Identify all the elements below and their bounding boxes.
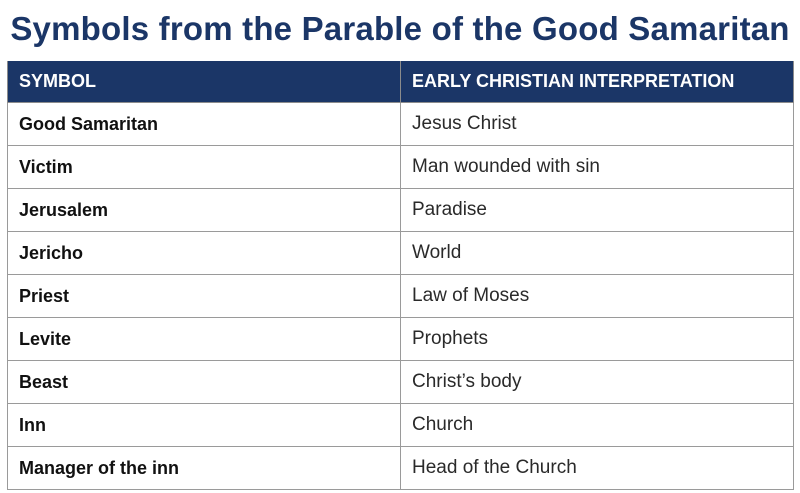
page-title: Symbols from the Parable of the Good Sam… xyxy=(10,10,790,47)
table-row: Jericho World xyxy=(7,231,794,275)
symbol-cell: Jericho xyxy=(7,231,401,275)
symbol-cell: Levite xyxy=(7,317,401,361)
symbol-cell: Priest xyxy=(7,274,401,318)
table-row: Beast Christ’s body xyxy=(7,360,794,404)
interpretation-cell: Church xyxy=(400,403,794,447)
interpretation-cell: Christ’s body xyxy=(400,360,794,404)
interpretation-cell: Law of Moses xyxy=(400,274,794,318)
column-header-symbol: SYMBOL xyxy=(7,61,401,103)
table-row: Jerusalem Paradise xyxy=(7,188,794,232)
symbol-cell: Beast xyxy=(7,360,401,404)
table-row: Manager of the inn Head of the Church xyxy=(7,446,794,490)
table-header: SYMBOL EARLY CHRISTIAN INTERPRETATION xyxy=(7,61,794,103)
table-row: Levite Prophets xyxy=(7,317,794,361)
interpretation-cell: Jesus Christ xyxy=(400,102,794,146)
symbol-cell: Inn xyxy=(7,403,401,447)
header-row: SYMBOL EARLY CHRISTIAN INTERPRETATION xyxy=(7,61,794,103)
interpretation-cell: Man wounded with sin xyxy=(400,145,794,189)
symbol-cell: Victim xyxy=(7,145,401,189)
table-row: Victim Man wounded with sin xyxy=(7,145,794,189)
symbol-cell: Manager of the inn xyxy=(7,446,401,490)
table-row: Inn Church xyxy=(7,403,794,447)
symbols-table: SYMBOL EARLY CHRISTIAN INTERPRETATION Go… xyxy=(7,61,794,490)
column-header-interpretation: EARLY CHRISTIAN INTERPRETATION xyxy=(400,61,794,103)
symbol-cell: Jerusalem xyxy=(7,188,401,232)
interpretation-cell: Head of the Church xyxy=(400,446,794,490)
interpretation-cell: World xyxy=(400,231,794,275)
table-row: Good Samaritan Jesus Christ xyxy=(7,102,794,146)
interpretation-cell: Prophets xyxy=(400,317,794,361)
table-body: Good Samaritan Jesus Christ Victim Man w… xyxy=(7,102,794,490)
interpretation-cell: Paradise xyxy=(400,188,794,232)
table-row: Priest Law of Moses xyxy=(7,274,794,318)
symbol-cell: Good Samaritan xyxy=(7,102,401,146)
